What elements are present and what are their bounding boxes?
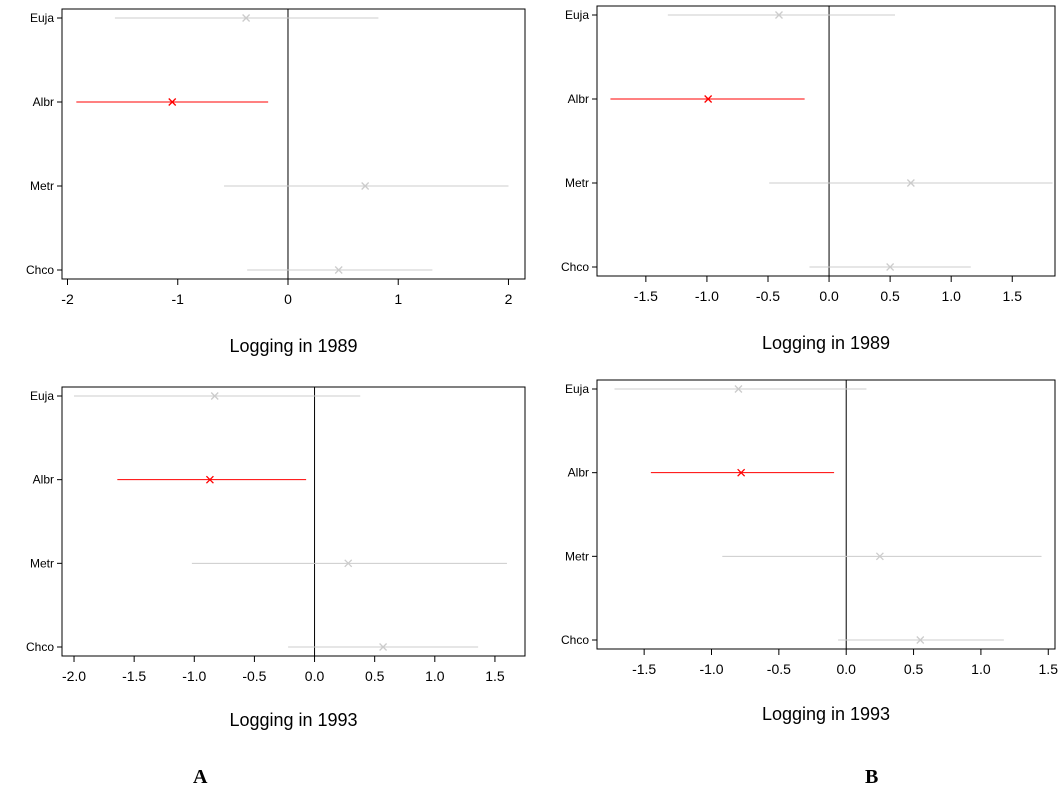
x-tick-label: 0.0 — [305, 668, 325, 684]
x-tick-label: 2 — [505, 291, 513, 307]
y-tick-label: Albr — [33, 473, 54, 487]
x-tick-label: -2.0 — [62, 668, 86, 684]
x-tick-label: -1.0 — [182, 668, 206, 684]
x-tick-label: 0 — [284, 291, 292, 307]
point-estimate-mark — [886, 263, 895, 271]
x-tick-label: -1.0 — [699, 661, 723, 677]
x-tick-label: -1.5 — [122, 668, 146, 684]
point-estimate-mark — [916, 636, 925, 644]
x-tick-label: -2 — [61, 291, 74, 307]
x-tick-label: 0.5 — [365, 668, 385, 684]
plot-frame — [61, 386, 526, 657]
point-estimate-mark — [734, 385, 743, 393]
x-tick-label: -1 — [172, 291, 185, 307]
y-tick-label: Euja — [565, 382, 589, 396]
x-tick-label: -1.5 — [632, 661, 656, 677]
plot-frame — [596, 379, 1056, 650]
point-estimate-mark — [168, 98, 177, 106]
x-tick-label: -1.0 — [695, 288, 719, 304]
y-tick-label: Chco — [561, 260, 589, 274]
y-tick-label: Metr — [30, 179, 54, 193]
forest-panel: Euja Albr Metr Chco -1.5 -1.0 -0.5 0.0 0.5 1.0 1.5… — [561, 379, 1059, 724]
x-tick-label: 0.5 — [904, 661, 924, 677]
x-tick-label: -0.5 — [756, 288, 780, 304]
forest-panel: Euja Albr Metr Chco -1.5 -1.0 -0.5 0.0 0.5 1.0 1.5… — [561, 5, 1056, 353]
x-axis-label: Logging in 1989 — [229, 336, 357, 356]
point-estimate-mark — [210, 392, 219, 400]
y-tick-label: Albr — [568, 466, 589, 480]
x-axis-label: Logging in 1993 — [229, 710, 357, 730]
y-tick-label: Chco — [26, 640, 54, 654]
y-tick-label: Metr — [30, 556, 54, 570]
point-estimate-mark — [737, 468, 746, 477]
y-tick-label: Albr — [33, 95, 54, 109]
panel-label-b: B — [865, 766, 879, 788]
x-tick-label: 1.0 — [971, 661, 991, 677]
panel-label-a: A — [193, 766, 208, 788]
x-tick-label: 1.5 — [485, 668, 505, 684]
point-estimate-mark — [242, 14, 251, 22]
x-tick-label: 0.0 — [836, 661, 856, 677]
plot-frame — [596, 5, 1056, 277]
y-tick-label: Chco — [26, 263, 54, 277]
point-estimate-mark — [775, 11, 783, 19]
x-tick-label: 1.0 — [425, 668, 445, 684]
point-estimate-mark — [379, 643, 388, 651]
x-axis-label: Logging in 1989 — [762, 333, 890, 353]
y-tick-label: Chco — [561, 633, 589, 647]
y-tick-label: Metr — [565, 176, 589, 190]
x-tick-label: 0.5 — [880, 288, 900, 304]
forest-panel: Euja Albr Metr Chco -2 -1 0 1 2 Logging in 1989 — [26, 8, 526, 356]
x-tick-label: 1.0 — [941, 288, 961, 304]
point-estimate-mark — [344, 559, 353, 568]
point-estimate-mark — [361, 182, 370, 190]
plot-frame — [61, 8, 526, 280]
x-tick-label: 0.0 — [819, 288, 839, 304]
point-estimate-mark — [334, 266, 343, 274]
point-estimate-mark — [906, 179, 915, 187]
point-estimate-mark — [704, 95, 713, 103]
x-tick-label: 1.5 — [1039, 661, 1059, 677]
y-tick-label: Euja — [30, 389, 54, 403]
y-tick-label: Metr — [565, 549, 589, 563]
x-tick-label: -0.5 — [767, 661, 791, 677]
x-axis-label: Logging in 1993 — [762, 704, 890, 724]
y-tick-label: Euja — [565, 8, 589, 22]
point-estimate-mark — [875, 552, 884, 561]
x-tick-label: 1.5 — [1003, 288, 1023, 304]
point-estimate-mark — [205, 475, 214, 484]
forest-panel: Euja Albr Metr Chco -2.0 -1.5 -1.0 -0.5 0.0 0.5 1.… — [26, 386, 526, 730]
x-tick-label: -1.5 — [634, 288, 658, 304]
y-tick-label: Albr — [568, 92, 589, 106]
x-tick-label: 1 — [394, 291, 402, 307]
x-tick-label: -0.5 — [242, 668, 266, 684]
y-tick-label: Euja — [30, 11, 54, 25]
